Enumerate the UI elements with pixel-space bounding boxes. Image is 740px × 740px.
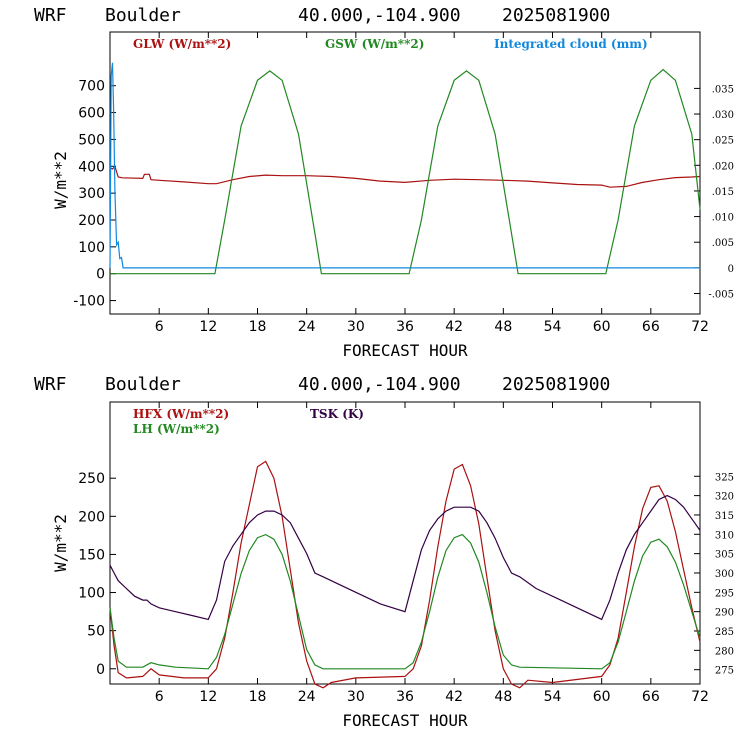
x-tick-label: 42 bbox=[445, 689, 463, 705]
y2-tick-label: 310 bbox=[715, 530, 734, 541]
legend-gsw: GSW (W/m**2) bbox=[325, 37, 424, 51]
x-tick-label: 36 bbox=[396, 319, 414, 335]
x-tick-label: 48 bbox=[494, 319, 512, 335]
x-tick-label: 54 bbox=[544, 319, 562, 335]
y-tick-label: 300 bbox=[78, 186, 105, 202]
legend-cloud: Integrated cloud (mm) bbox=[494, 37, 648, 51]
radiation-cloud-chart: GLW (W/m**2) GSW (W/m**2) Integrated clo… bbox=[51, 31, 734, 360]
location-name: Boulder bbox=[105, 5, 181, 26]
plot-frame bbox=[109, 31, 701, 315]
y-tick-label: 0 bbox=[96, 267, 105, 283]
x-tick-label: 60 bbox=[593, 319, 611, 335]
legend-lh: LH (W/m**2) bbox=[133, 422, 220, 436]
y2-tick-label: 325 bbox=[715, 472, 734, 483]
x-tick-label: 24 bbox=[298, 689, 316, 705]
plot-frame bbox=[109, 401, 701, 685]
y-axis-label: W/m**2 bbox=[51, 514, 70, 572]
x-tick-label: 30 bbox=[347, 689, 365, 705]
y-tick-label: 100 bbox=[78, 240, 105, 256]
x-tick-label: 18 bbox=[249, 319, 267, 335]
x-tick-label: 36 bbox=[396, 689, 414, 705]
x-tick-label: 6 bbox=[155, 319, 164, 335]
x-tick-label: 66 bbox=[642, 319, 660, 335]
x-axis-label: FORECAST HOUR bbox=[342, 711, 468, 730]
x-axis-label: FORECAST HOUR bbox=[342, 341, 468, 360]
y2-tick-label: 275 bbox=[715, 666, 734, 677]
bottom-panel-header: WRF Boulder 40.000,-104.900 2025081900 bbox=[34, 374, 610, 395]
y2-tick-label: -.005 bbox=[708, 289, 734, 300]
y2-tick-label: 0 bbox=[728, 264, 734, 275]
y-tick-label: 50 bbox=[87, 624, 105, 640]
y-tick-label: 0 bbox=[96, 662, 105, 678]
x-tick-label: 72 bbox=[691, 689, 709, 705]
x-tick-label: 30 bbox=[347, 319, 365, 335]
series-line-hfx bbox=[109, 460, 701, 689]
location-name: Boulder bbox=[105, 374, 181, 395]
x-tick-label: 42 bbox=[445, 319, 463, 335]
y2-tick-label: .015 bbox=[712, 187, 734, 198]
coordinates: 40.000,-104.900 bbox=[298, 5, 461, 26]
y2-tick-label: 295 bbox=[715, 588, 734, 599]
y2-tick-label: .030 bbox=[712, 110, 734, 121]
y-tick-label: 150 bbox=[78, 547, 105, 563]
x-tick-label: 12 bbox=[199, 319, 217, 335]
run-date: 2025081900 bbox=[502, 5, 610, 26]
series-line-lh bbox=[109, 533, 701, 670]
model-name: WRF bbox=[34, 5, 67, 26]
x-tick-label: 72 bbox=[691, 319, 709, 335]
x-tick-label: 60 bbox=[593, 689, 611, 705]
y2-tick-label: 305 bbox=[715, 550, 734, 561]
y2-tick-label: .035 bbox=[712, 84, 734, 95]
y-tick-label: 700 bbox=[78, 79, 105, 95]
y2-tick-label: .005 bbox=[712, 238, 734, 249]
y-tick-label: 200 bbox=[78, 213, 105, 229]
x-tick-label: 6 bbox=[155, 689, 164, 705]
x-tick-label: 12 bbox=[199, 689, 217, 705]
top-panel-header: WRF Boulder 40.000,-104.900 2025081900 bbox=[34, 5, 610, 26]
y2-tick-label: 280 bbox=[715, 646, 734, 657]
y2-tick-label: .020 bbox=[712, 161, 734, 172]
y-tick-label: 200 bbox=[78, 509, 105, 525]
x-tick-label: 48 bbox=[494, 689, 512, 705]
legend-hfx: HFX (W/m**2) bbox=[133, 407, 229, 421]
coordinates: 40.000,-104.900 bbox=[298, 374, 461, 395]
series-line-gsw bbox=[110, 68, 701, 275]
series-line-tsk bbox=[109, 494, 701, 621]
x-tick-label: 54 bbox=[544, 689, 562, 705]
y-tick-label: 400 bbox=[78, 159, 105, 175]
y2-tick-label: 320 bbox=[715, 492, 734, 503]
y2-tick-label: .010 bbox=[712, 213, 734, 224]
x-tick-label: 66 bbox=[642, 689, 660, 705]
y2-tick-label: 285 bbox=[715, 627, 734, 638]
series-line-glw bbox=[109, 165, 701, 188]
y-tick-label: -100 bbox=[73, 294, 105, 310]
y2-tick-label: 315 bbox=[715, 511, 734, 522]
y-tick-label: 250 bbox=[78, 471, 105, 487]
series-line-integrated bbox=[109, 62, 700, 269]
y2-tick-label: .025 bbox=[712, 136, 734, 147]
y-tick-label: 600 bbox=[78, 106, 105, 122]
x-tick-label: 18 bbox=[249, 689, 267, 705]
y-tick-label: 100 bbox=[78, 586, 105, 602]
x-tick-label: 24 bbox=[298, 319, 316, 335]
legend-tsk: TSK (K) bbox=[310, 407, 364, 421]
model-name: WRF bbox=[34, 374, 67, 395]
y2-tick-label: 300 bbox=[715, 569, 734, 580]
legend-glw: GLW (W/m**2) bbox=[133, 37, 231, 51]
y2-tick-label: 290 bbox=[715, 608, 734, 619]
y-tick-label: 500 bbox=[78, 132, 105, 148]
y-axis-label: W/m**2 bbox=[51, 151, 70, 209]
surface-flux-chart: HFX (W/m**2) LH (W/m**2) TSK (K) FORECAS… bbox=[51, 401, 734, 730]
run-date: 2025081900 bbox=[502, 374, 610, 395]
